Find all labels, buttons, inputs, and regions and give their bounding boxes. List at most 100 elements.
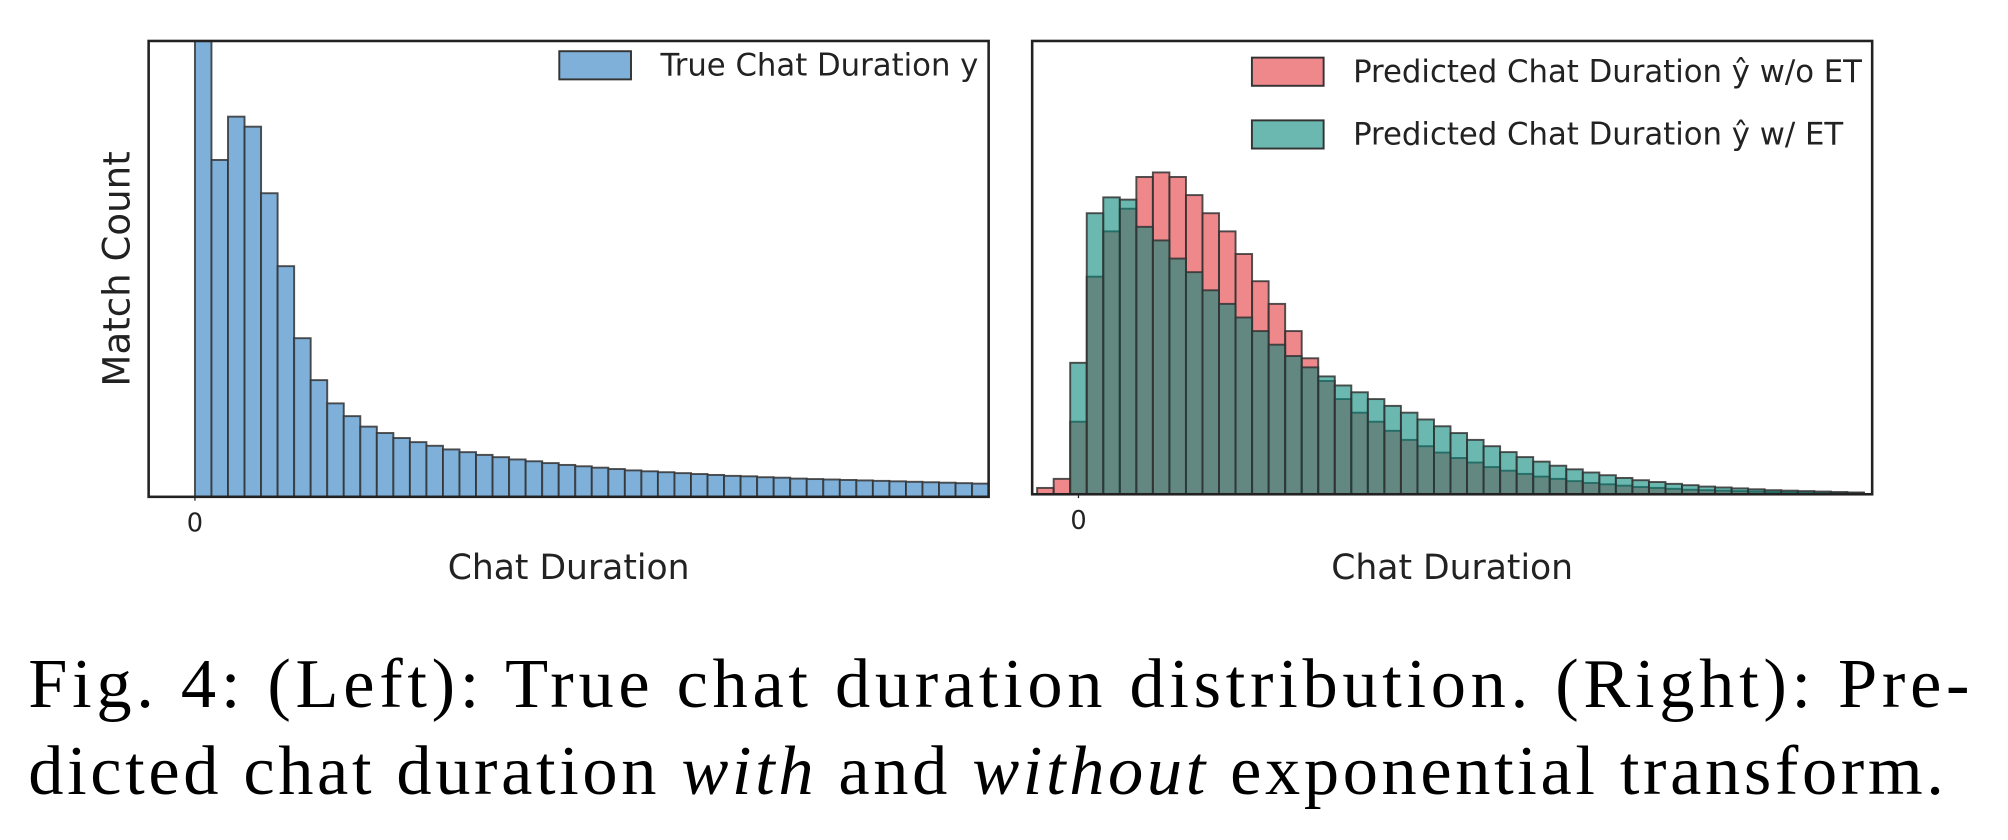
bars [193, 40, 989, 497]
plot-frame [147, 39, 990, 499]
legend-swatch [558, 50, 632, 81]
bar [1631, 479, 1650, 495]
bar [442, 448, 461, 497]
bar [1614, 476, 1634, 495]
bar [1300, 366, 1320, 495]
bar [623, 469, 643, 497]
plots: 0 Chat Duration Match Count True Chat Durat… [95, 39, 1874, 588]
bar [656, 471, 676, 497]
bar [375, 432, 395, 497]
bar [838, 479, 858, 497]
bar [408, 441, 428, 497]
bar [723, 474, 742, 497]
x-tick-label: 0 [1070, 506, 1086, 536]
bar [1102, 196, 1121, 495]
bar [1598, 474, 1617, 495]
plot: 0 Chat Duration Match Count True Chat Durat… [95, 39, 990, 588]
bar [458, 451, 477, 497]
bar [888, 480, 907, 497]
bar [210, 158, 229, 497]
bar [309, 379, 329, 497]
legend-swatch [1250, 56, 1325, 87]
bar [1499, 451, 1518, 495]
caption-line: Fig. 4: (Left): True chat duration distr… [28, 645, 1969, 723]
caption-text: dicted chat duration [28, 732, 677, 810]
bar [607, 468, 626, 497]
bar [342, 415, 362, 497]
bar [690, 473, 709, 497]
x-axis-label: Chat Duration [1331, 548, 1573, 588]
legend-label: True Chat Duration y [659, 48, 978, 84]
bar [1184, 271, 1204, 495]
bar [1565, 468, 1584, 495]
plot: 0 Chat Duration Predicted Chat Duration ŷ … [1030, 39, 1874, 588]
bar [1449, 432, 1469, 495]
bar [557, 463, 577, 497]
bar [805, 478, 825, 497]
bar [227, 115, 246, 497]
bar [938, 481, 957, 497]
legend: True Chat Duration y [558, 48, 978, 84]
bar [706, 473, 726, 497]
bar [1168, 257, 1187, 495]
bar [276, 265, 296, 497]
bar [1052, 477, 1072, 495]
bar [921, 481, 940, 497]
bar [855, 479, 874, 497]
bar [1383, 404, 1402, 495]
bar [475, 453, 494, 497]
bar [508, 458, 527, 497]
bar [756, 476, 775, 497]
bar [1151, 239, 1171, 495]
bar [1466, 438, 1485, 495]
bar [904, 480, 924, 497]
bar [871, 479, 891, 497]
caption-text: exponential transform. [1209, 732, 1944, 810]
caption-emphasis: with [681, 732, 813, 810]
bar [541, 462, 560, 497]
bar [1647, 481, 1667, 495]
bar [1284, 355, 1303, 495]
bar [293, 337, 312, 497]
bar [1515, 456, 1535, 495]
x-tick-label: 0 [187, 508, 203, 538]
bar [1118, 198, 1138, 495]
bar [1366, 398, 1386, 495]
caption-text: and [817, 732, 968, 810]
bar [1317, 375, 1336, 495]
y-axis-label: Match Count [95, 151, 138, 386]
caption-line: dicted chat duration with and without ex… [28, 732, 1944, 810]
bar [1664, 482, 1683, 495]
bar [491, 456, 511, 497]
bar [1433, 425, 1452, 495]
bar [739, 475, 759, 497]
plot-frame [1030, 39, 1874, 496]
bar [574, 465, 593, 497]
bar [1532, 460, 1551, 495]
bar [1135, 225, 1154, 495]
bar [590, 466, 610, 497]
bar [673, 472, 692, 497]
bar [1218, 302, 1237, 495]
bar [954, 482, 974, 497]
bar [772, 476, 792, 497]
bar [392, 437, 411, 497]
bar [1201, 289, 1220, 495]
bar [1251, 330, 1270, 495]
bar [359, 425, 378, 497]
bar [1234, 316, 1254, 495]
bar [1581, 471, 1601, 495]
legend: Predicted Chat Duration ŷ w/o ET Predicte… [1250, 54, 1862, 153]
bar [260, 192, 279, 497]
bar [1416, 418, 1435, 495]
bar [1548, 464, 1568, 495]
bar [971, 482, 989, 497]
bar [1681, 484, 1700, 495]
bar [789, 477, 808, 497]
bar [640, 470, 659, 497]
bar [1267, 343, 1287, 495]
bar [193, 40, 213, 497]
legend-label: Predicted Chat Duration ŷ w/o ET [1353, 54, 1862, 90]
bar [326, 402, 345, 497]
